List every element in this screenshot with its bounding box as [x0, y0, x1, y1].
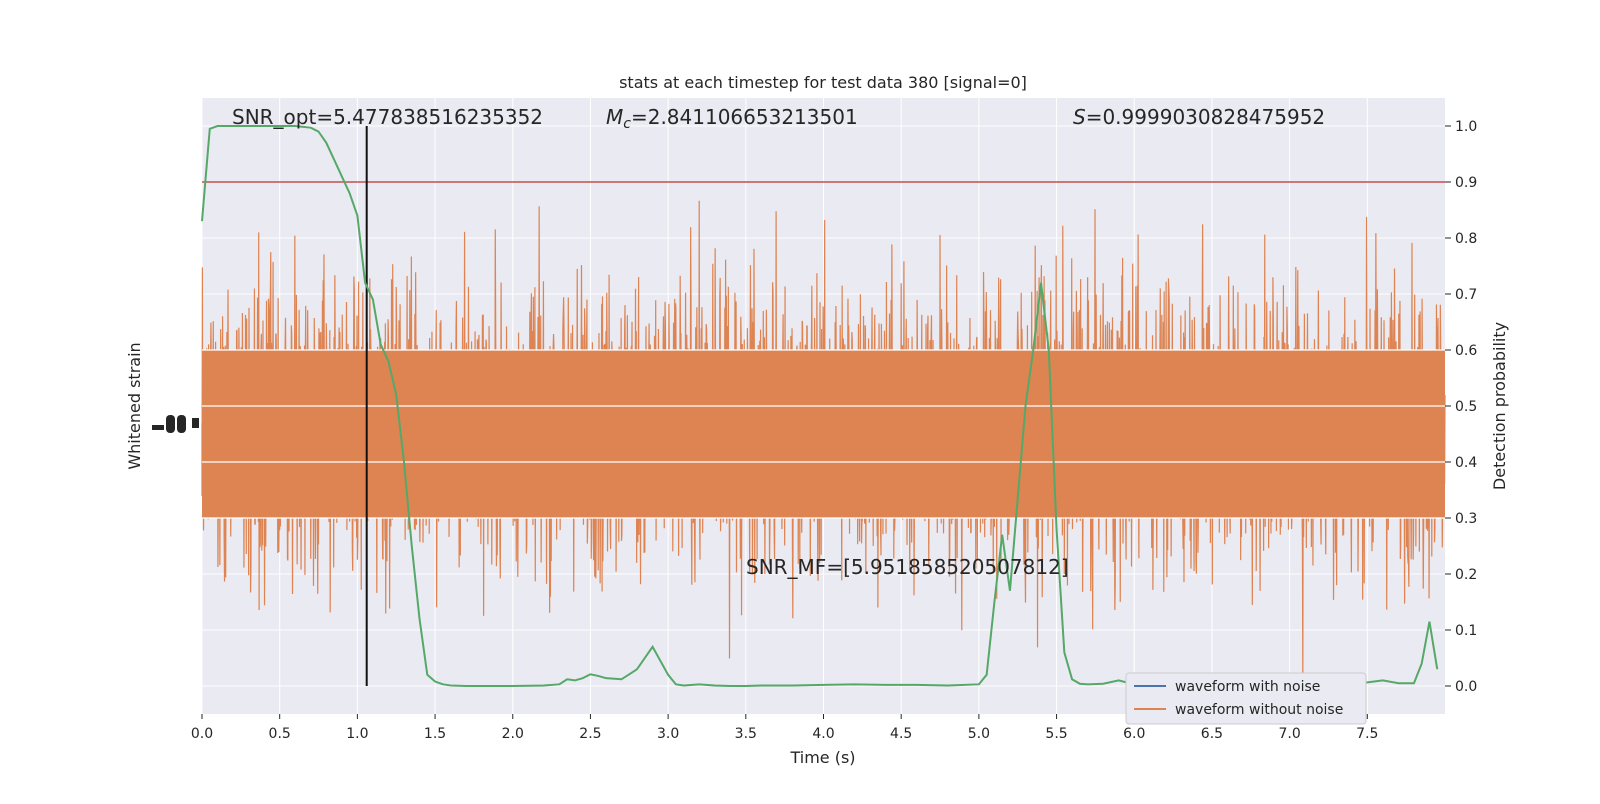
left-y-axis-label: Whitened strain — [125, 342, 144, 469]
legend: waveform with noise waveform without noi… — [1125, 672, 1367, 725]
y-tick-label: 0.9 — [1455, 175, 1477, 191]
left-axis-tick-mark — [192, 418, 199, 428]
left-axis-tick-mark — [152, 425, 164, 430]
x-tick-label: 6.0 — [1123, 726, 1145, 742]
x-axis-label: Time (s) — [789, 748, 855, 767]
x-tick-label: 2.5 — [579, 726, 601, 742]
x-tick-label: 3.0 — [657, 726, 679, 742]
x-tick-label: 1.5 — [424, 726, 446, 742]
y-tick-label: 0.8 — [1455, 231, 1477, 247]
detection-probability-line — [201, 125, 1439, 687]
chart-title: stats at each timestep for test data 380… — [619, 73, 1027, 92]
y-tick-label: 0.2 — [1455, 567, 1477, 583]
y-tick-label: 0.5 — [1455, 399, 1477, 415]
x-tick-label: 6.5 — [1201, 726, 1223, 742]
snr-opt-annotation: SNR_opt=5.477838516235352 — [232, 105, 543, 129]
x-tick-label: 0.0 — [191, 726, 213, 742]
x-tick-label: 5.5 — [1045, 726, 1067, 742]
overlay — [201, 125, 1445, 687]
x-tick-label: 0.5 — [269, 726, 291, 742]
right-y-axis: 0.0 0.1 0.2 0.3 0.4 0.5 0.6 0.7 0.8 0.9 1.0 — [1445, 119, 1477, 695]
y-tick-label: 0.7 — [1455, 287, 1477, 303]
x-tick-label: 7.5 — [1356, 726, 1378, 742]
mc-annotation: Mc=2.841106653213501 — [606, 105, 858, 132]
x-axis: 0.0 0.5 1.0 1.5 2.0 2.5 3.0 3.5 4.0 4.5 5.0 5.5 6.0 6… — [191, 714, 1378, 742]
left-axis-tick-mark — [177, 415, 186, 433]
x-tick-label: 5.0 — [968, 726, 990, 742]
s-symbol: S — [1073, 105, 1086, 129]
y-tick-label: 1.0 — [1455, 119, 1477, 135]
y-tick-label: 0.4 — [1455, 455, 1477, 471]
x-tick-label: 4.0 — [812, 726, 834, 742]
s-value: =0.9999030828475952 — [1086, 105, 1325, 129]
legend-label-with-noise: waveform with noise — [1175, 679, 1320, 695]
noise-waveform — [201, 200, 1446, 687]
x-tick-label: 3.5 — [735, 726, 757, 742]
noise-dense-band — [202, 350, 1445, 518]
x-tick-label: 2.0 — [502, 726, 524, 742]
y-tick-label: 0.0 — [1455, 679, 1477, 695]
legend-label-without-noise: waveform without noise — [1175, 702, 1343, 718]
x-tick-label: 1.0 — [346, 726, 368, 742]
mc-value: =2.841106653213501 — [631, 105, 858, 129]
y-tick-label: 0.6 — [1455, 343, 1477, 359]
y-tick-label: 0.1 — [1455, 623, 1477, 639]
x-tick-label: 4.5 — [890, 726, 912, 742]
legend-box — [1125, 672, 1367, 725]
right-y-axis-label: Detection probability — [1490, 322, 1509, 490]
y-tick-label: 0.3 — [1455, 511, 1477, 527]
mc-symbol: M — [606, 105, 623, 129]
x-tick-label: 7.0 — [1278, 726, 1300, 742]
s-annotation: S=0.9999030828475952 — [1073, 105, 1325, 129]
snr-mf-annotation: SNR_MF=[5.951858520507812] — [746, 555, 1069, 579]
left-axis-tick-mark — [166, 415, 175, 433]
mc-subscript: c — [623, 116, 631, 132]
